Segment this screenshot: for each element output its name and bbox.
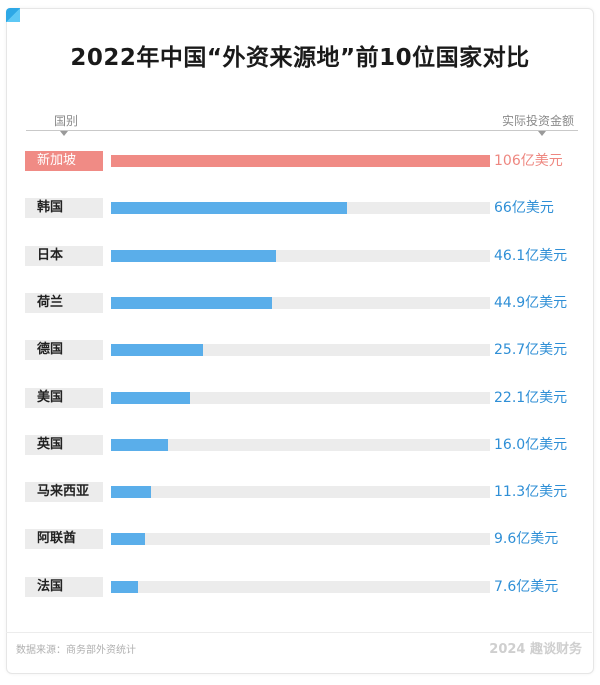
bar (111, 439, 169, 451)
bar-row: 日本 46.1亿美元 (0, 241, 600, 271)
bar-row: 美国 22.1亿美元 (0, 383, 600, 413)
bar-row: 德国 25.7亿美元 (0, 335, 600, 365)
bar (111, 581, 139, 593)
bar-track (111, 155, 490, 167)
category-label: 新加坡 (25, 151, 103, 171)
column-header-amount: 实际投资金额 (501, 114, 574, 128)
value-label: 66亿美元 (494, 200, 554, 216)
bar-row: 新加坡 106亿美元 (0, 146, 600, 176)
bar-row: 阿联酋 9.6亿美元 (0, 524, 600, 554)
bar (111, 155, 490, 167)
value-label: 11.3亿美元 (494, 484, 568, 500)
chart-title: 2022年中国“外资来源地”前10位国家对比 (70, 45, 530, 71)
bar-track (111, 581, 490, 593)
bar (111, 486, 152, 498)
value-label: 25.7亿美元 (494, 342, 568, 358)
brand-watermark: 2024 趣谈财务 (489, 642, 582, 657)
value-label: 22.1亿美元 (494, 390, 568, 406)
category-label: 美国 (25, 388, 103, 408)
value-label: 44.9亿美元 (494, 295, 568, 311)
category-label: 韩国 (25, 198, 103, 218)
caret-down-icon (538, 131, 546, 136)
category-label: 英国 (25, 435, 103, 455)
bar (111, 297, 272, 309)
footer-divider (6, 632, 592, 633)
bar (111, 202, 347, 214)
category-label: 荷兰 (25, 293, 103, 313)
bar-track (111, 486, 490, 498)
corner-badge-icon (6, 8, 20, 22)
category-label: 马来西亚 (25, 482, 103, 502)
column-header-country: 国别 (54, 114, 79, 128)
category-label: 法国 (25, 577, 103, 597)
bar-track (111, 297, 490, 309)
bar (111, 533, 146, 545)
bar-row: 英国 16.0亿美元 (0, 430, 600, 460)
caret-down-icon (60, 131, 68, 136)
bar-track (111, 392, 490, 404)
bar-row: 韩国 66亿美元 (0, 193, 600, 223)
data-source: 数据来源：商务部外资统计 (16, 645, 136, 656)
value-label: 46.1亿美元 (494, 248, 568, 264)
bar-track (111, 250, 490, 262)
chart-card (6, 8, 594, 674)
header-divider (26, 130, 578, 131)
category-label: 阿联酋 (25, 529, 103, 549)
bar-row: 马来西亚 11.3亿美元 (0, 477, 600, 507)
bar-row: 法国 7.6亿美元 (0, 572, 600, 602)
bar (111, 392, 191, 404)
value-label: 16.0亿美元 (494, 437, 568, 453)
bar-track (111, 202, 490, 214)
bar-track (111, 439, 490, 451)
category-label: 日本 (25, 246, 103, 266)
value-label: 7.6亿美元 (494, 579, 559, 595)
category-label: 德国 (25, 340, 103, 360)
bar (111, 250, 276, 262)
value-label: 9.6亿美元 (494, 531, 559, 547)
bar-row: 荷兰 44.9亿美元 (0, 288, 600, 318)
bar (111, 344, 203, 356)
bar-track (111, 533, 490, 545)
value-label: 106亿美元 (494, 153, 563, 169)
bar-track (111, 344, 490, 356)
